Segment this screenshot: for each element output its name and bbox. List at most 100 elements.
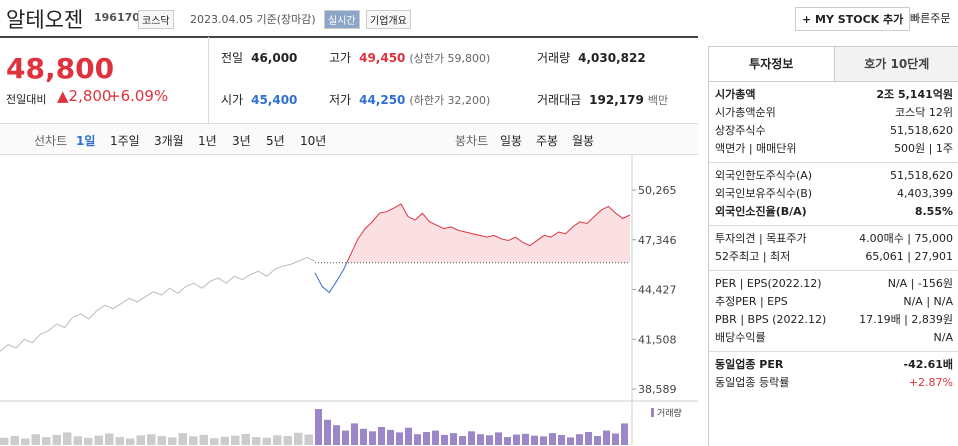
- volume-bar: [189, 436, 198, 445]
- quick-order[interactable]: 빠른주문: [910, 10, 950, 26]
- y-tick-label: 47,346: [638, 234, 677, 247]
- my-stock-button[interactable]: + MY STOCK 추가: [795, 7, 910, 31]
- volume-bar: [210, 438, 219, 445]
- info-row: 배당수익률 N/A: [715, 329, 953, 347]
- volume-bar: [305, 435, 314, 445]
- y-tick-label: 44,427: [638, 284, 677, 297]
- quote-label: 거래대금: [537, 93, 581, 107]
- tab[interactable]: 1일: [76, 132, 95, 149]
- tab[interactable]: 일봉: [500, 132, 522, 149]
- info-value: 17.19배 | 2,839원: [859, 311, 953, 329]
- volume-bar: [137, 435, 146, 445]
- tab[interactable]: 10년: [300, 132, 326, 149]
- info-value: N/A | -156원: [888, 275, 953, 293]
- tab[interactable]: 3년: [232, 132, 251, 149]
- price-line-prior: [0, 258, 315, 352]
- quote-label: 저가: [329, 93, 351, 107]
- quote-value: 4,030,822: [578, 51, 646, 65]
- tab[interactable]: 주봉: [536, 132, 558, 149]
- volume-bar: [450, 433, 457, 445]
- volume-bar: [396, 432, 403, 445]
- info-row: 동일업종 PER-42.61배: [715, 356, 953, 374]
- price-area-up: [315, 204, 630, 293]
- volume-bar: [360, 429, 367, 445]
- stock-name: 알테오젠: [6, 4, 83, 34]
- volume-bar: [42, 437, 51, 445]
- y-tick-label: 38,589: [638, 383, 677, 396]
- tab[interactable]: 월봉: [572, 132, 594, 149]
- volume-bar: [315, 409, 322, 445]
- info-row: 외국인보유주식수(B)4,403,399: [715, 185, 953, 203]
- info-tab[interactable]: 호가 10단계: [834, 47, 958, 81]
- change: ▲2,800: [57, 87, 111, 105]
- info-label: 외국인보유주식수(B): [715, 185, 812, 203]
- volume-bar: [504, 437, 511, 445]
- info-row: 동일업종 등락률+2.87%: [715, 374, 953, 392]
- info-value: N/A | N/A: [903, 293, 953, 311]
- volume-bar: [147, 434, 156, 445]
- volume-bar: [423, 432, 430, 445]
- volume-bar: [11, 436, 20, 445]
- y-tick-label: 41,508: [638, 333, 677, 346]
- volume-bar: [116, 437, 125, 445]
- info-row: 추정PER | EPS N/A | N/A: [715, 293, 953, 311]
- quote-sub: (하한가 32,200): [409, 94, 490, 107]
- realtime-badge[interactable]: 실시간: [324, 10, 360, 29]
- volume-bar: [273, 435, 282, 445]
- info-row: 시가총액 2조 5,141억원: [715, 86, 953, 104]
- tab[interactable]: 5년: [266, 132, 285, 149]
- tab-label: 봉차트: [455, 132, 488, 149]
- info-row: 외국인한도주식수(A)51,518,620: [715, 167, 953, 185]
- info-value: N/A: [934, 329, 953, 347]
- info-value: 500원 | 1주: [894, 140, 953, 158]
- volume-bar: [612, 433, 619, 445]
- quote-label: 고가: [329, 51, 351, 65]
- volume-bar: [263, 438, 272, 445]
- info-value: 51,518,620: [890, 122, 953, 140]
- info-label: 동일업종 등락률: [715, 374, 789, 392]
- volume-bar: [95, 436, 104, 445]
- info-tab[interactable]: 투자정보: [709, 47, 834, 81]
- volume-bar: [231, 436, 240, 445]
- volume-bar: [567, 437, 574, 445]
- info-label: 추정PER | EPS: [715, 293, 788, 311]
- volume-bar: [540, 436, 547, 445]
- volume-bar: [477, 434, 484, 445]
- info-label: 액면가 | 매매단위: [715, 140, 797, 158]
- volume-bar: [441, 435, 448, 445]
- volume-bar: [414, 434, 421, 445]
- market-badge: 코스닥: [138, 10, 174, 29]
- info-label: 배당수익률: [715, 329, 766, 347]
- info-label: 시가총액: [715, 86, 755, 104]
- stock-code: 196170: [94, 11, 140, 24]
- volume-bar: [486, 435, 493, 445]
- info-row: 액면가 | 매매단위 500원 | 1주: [715, 140, 953, 158]
- volume-bar: [32, 434, 41, 445]
- tab[interactable]: 1주일: [110, 132, 140, 149]
- volume-bar: [53, 435, 62, 445]
- quote-value: 192,179: [589, 93, 644, 107]
- info-value: 2조 5,141억원: [876, 86, 953, 104]
- tab[interactable]: 3개월: [154, 132, 184, 149]
- overview-dropdown[interactable]: 기업개요: [366, 10, 411, 29]
- volume-bar: [284, 436, 293, 445]
- info-value: 51,518,620: [890, 167, 953, 185]
- volume-bar: [387, 430, 394, 445]
- volume-bar: [21, 439, 30, 445]
- volume-bar: [179, 433, 188, 445]
- tab[interactable]: 1년: [198, 132, 217, 149]
- volume-bar: [495, 432, 502, 445]
